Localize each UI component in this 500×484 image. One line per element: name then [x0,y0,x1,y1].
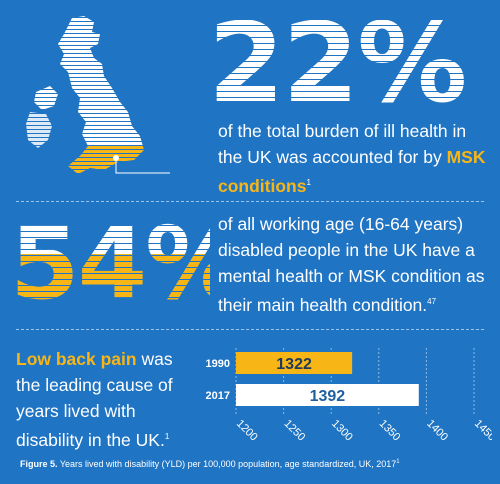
stat2-value: 54% [10,205,244,322]
stat1-ref: 1 [306,178,311,187]
stat3-ref: 1 [164,432,170,441]
stat1-description: of the total burden of ill health in the… [218,118,488,199]
x-tick-label: 1400 [424,418,450,444]
x-tick-label: 1350 [377,418,403,444]
data-label: 1322 [276,356,312,373]
stat2-text: of all working age (16-64 years) disable… [218,214,485,315]
category-label: 1990 [206,358,230,370]
x-tick-label: 1300 [329,418,355,444]
divider [16,201,484,202]
category-label: 2017 [206,390,230,402]
x-tick-label: 1450 [472,418,492,444]
uk-map-icon [26,16,170,174]
data-label: 1392 [310,388,346,405]
yld-bar-chart: 1200 1250 1300 1350 1400 1450 1990 1322 2017 1392 [206,348,492,444]
caption-label: Figure 5. [20,459,58,469]
x-tick-label: 1250 [281,418,307,444]
x-tick-label: 1200 [234,418,260,444]
stat2-description: of all working age (16-64 years) disable… [218,211,493,318]
stat2-ref: 47 [427,297,437,306]
stat3-description: Low back pain was the leading cause of y… [16,346,196,453]
caption-ref: 1 [396,459,400,465]
caption-text: Years lived with disability (YLD) per 10… [59,459,397,469]
stat1-text: of the total burden of ill health in the… [218,121,467,167]
bar-1990 [236,352,353,374]
stat1-highlight: MSK conditions [218,147,486,196]
bar-2017 [236,384,419,406]
figure-caption: Figure 5. Years lived with disability (Y… [20,459,490,469]
divider [16,329,484,330]
stat3-highlight: Low back pain [16,349,137,369]
stat1-value: 22% [208,8,488,118]
stat3-text: was the leading cause of years lived wit… [16,349,173,450]
